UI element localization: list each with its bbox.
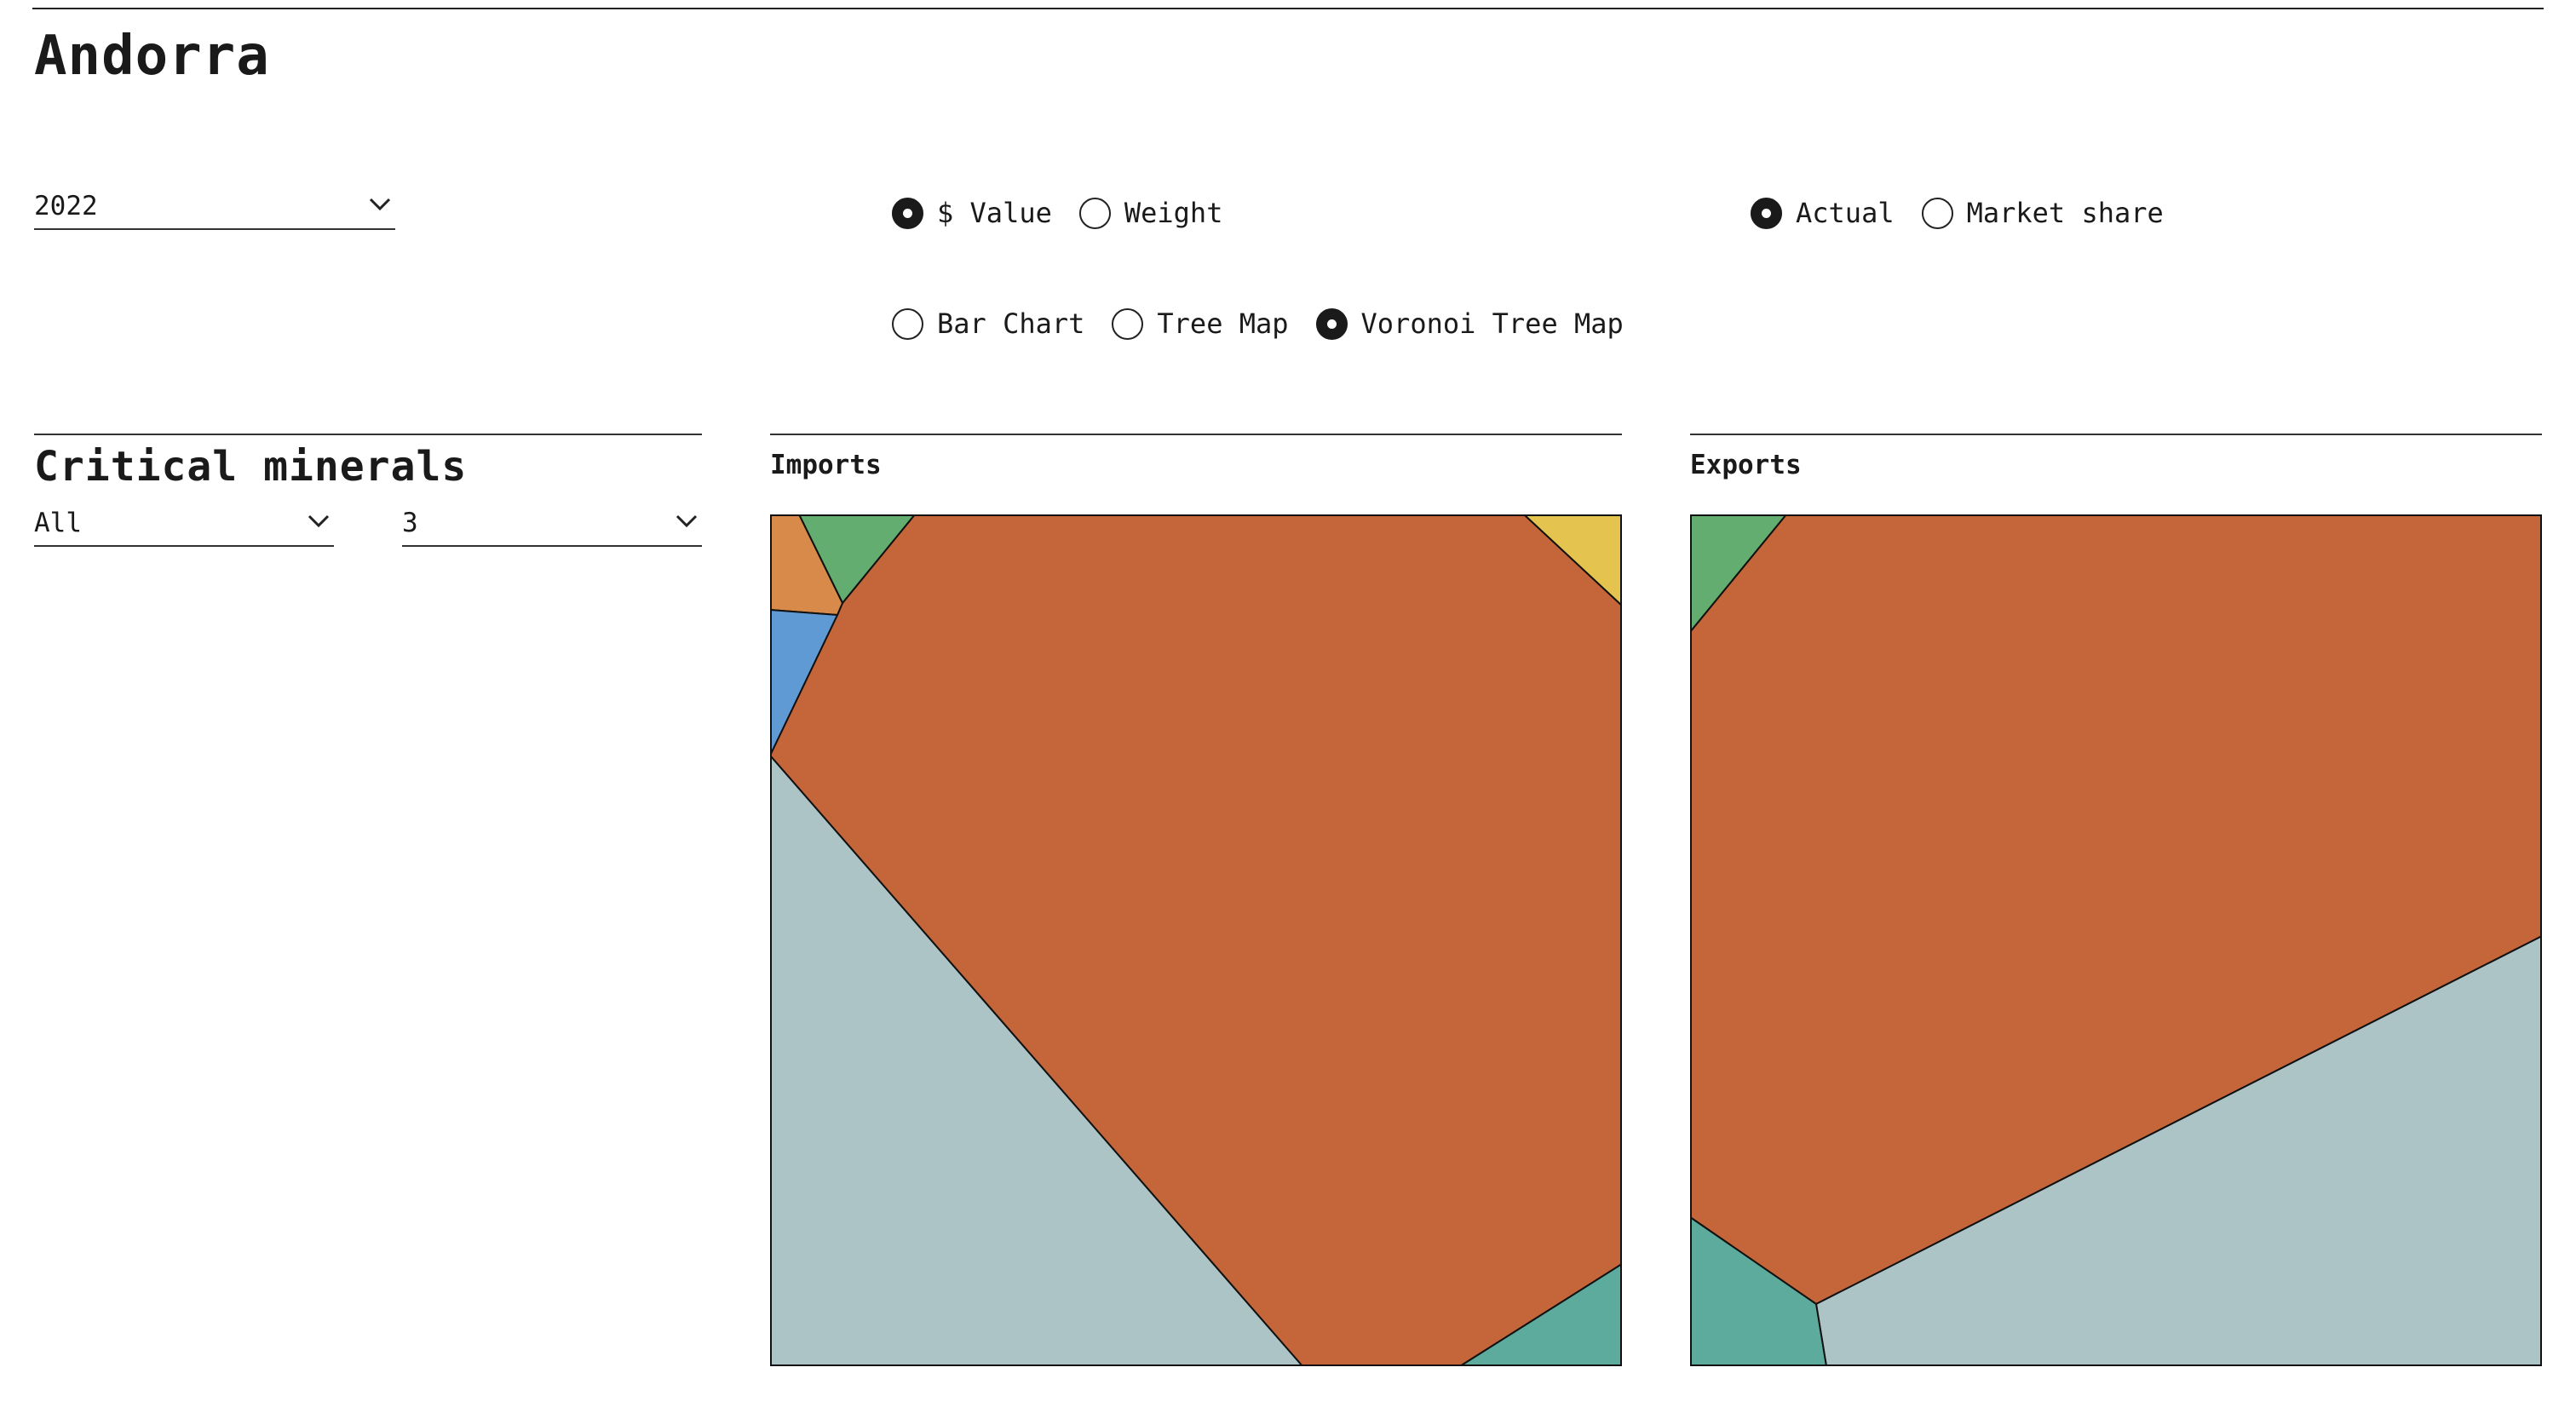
count-select[interactable]: 3 [402,506,702,547]
radio-market-share-label: Market share [1966,197,2164,229]
exports-title: Exports [1690,450,1802,480]
category-select[interactable]: All [34,506,334,547]
view-radio-group: Bar Chart Tree Map Voronoi Tree Map [892,307,1651,341]
mode-radio-group: Actual Market share [1751,196,2191,230]
year-select[interactable]: 2022 [34,189,395,230]
imports-cell-3[interactable] [1459,1263,1622,1366]
radio-market-share-indicator[interactable] [1921,197,1953,229]
imports-cell-5[interactable] [770,514,843,616]
chevron-down-icon [308,514,330,528]
radio-market-share[interactable]: Market share [1921,196,2164,230]
radio-tree-map[interactable]: Tree Map [1112,307,1289,341]
radio-voronoi-tree-map-indicator[interactable] [1315,307,1348,340]
exports-frame [1690,514,2542,1366]
imports-voronoi-svg [770,514,1622,1366]
imports-cell-6[interactable] [770,609,838,756]
exports-voronoi-svg [1690,514,2542,1366]
radio-actual-label: Actual [1796,197,1895,229]
radio-value-indicator[interactable] [892,197,923,229]
top-divider [32,8,2544,9]
exports-cell-4[interactable] [1690,514,1787,633]
filters-title: Critical minerals [34,443,468,491]
filters-divider [34,434,702,435]
radio-voronoi-tree-map[interactable]: Voronoi Tree Map [1315,307,1624,341]
radio-weight[interactable]: Weight [1078,196,1223,230]
imports-voronoi-chart [770,514,1622,1366]
exports-cell-3[interactable] [1690,1216,1827,1366]
radio-bar-chart[interactable]: Bar Chart [892,307,1084,341]
imports-divider [770,434,1622,435]
radio-actual-indicator[interactable] [1751,197,1782,229]
radio-weight-indicator[interactable] [1078,197,1111,229]
exports-voronoi-chart [1690,514,2542,1366]
chevron-down-icon [369,198,391,211]
radio-tree-map-label: Tree Map [1157,307,1289,340]
imports-cell-7[interactable] [1523,514,1622,606]
chevron-down-icon [676,514,698,528]
page-title: Andorra [34,25,270,88]
radio-value[interactable]: $ Value [892,196,1052,230]
exports-divider [1690,434,2542,435]
category-select-value: All [34,508,82,538]
radio-weight-label: Weight [1124,197,1223,229]
radio-voronoi-tree-map-label: Voronoi Tree Map [1360,307,1624,340]
radio-actual[interactable]: Actual [1751,196,1895,230]
year-select-value: 2022 [34,191,98,221]
imports-title: Imports [770,450,882,480]
imports-frame [770,514,1622,1366]
measure-radio-group: $ Value Weight [892,196,1250,230]
radio-bar-chart-indicator[interactable] [892,307,923,340]
imports-cell-2[interactable] [770,755,1303,1366]
count-select-value: 3 [402,508,418,538]
radio-bar-chart-label: Bar Chart [937,307,1085,340]
radio-value-label: $ Value [937,197,1052,229]
radio-tree-map-indicator[interactable] [1112,307,1144,340]
